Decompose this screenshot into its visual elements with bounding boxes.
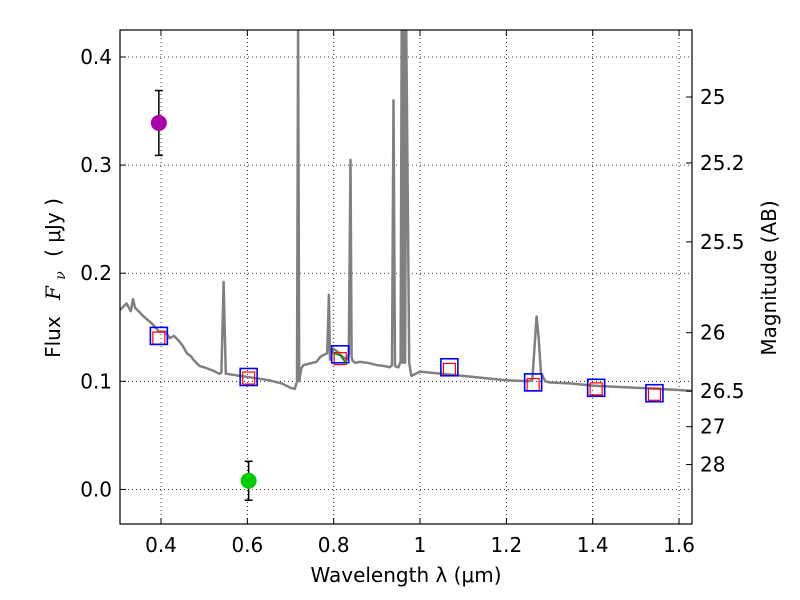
- y-tick-label: 0.1: [80, 369, 112, 393]
- y-axis-label-symbol: F: [41, 285, 65, 301]
- y-tick-label: 0.2: [80, 261, 112, 285]
- axis-ticks: 0.4 0.6 0.8 1 1.2 1.4 1.6 0.0 0.1 0.2 0.3 0.4 25 25.2…: [80, 30, 745, 557]
- x-tick-label: 0.8: [318, 533, 350, 557]
- model-photometry-marker: [647, 387, 662, 401]
- x-tick-label: 1.2: [490, 533, 522, 557]
- plot-frame: [119, 29, 693, 525]
- observed-photometry-marker: [645, 383, 664, 403]
- x-tick-label: 0.6: [231, 533, 263, 557]
- y2-tick-label: 27: [700, 415, 725, 439]
- y2-tick-label: 25: [700, 85, 725, 109]
- y2-tick-label: 25.2: [700, 151, 745, 175]
- y-axis-label: Flux F ν ( μJy ): [41, 198, 70, 358]
- y-axis-label-subscript: ν: [53, 271, 69, 280]
- y-tick-label: 0.3: [80, 153, 112, 177]
- y2-tick-label: 26.5: [700, 379, 745, 403]
- x-tick-label: 0.4: [145, 533, 177, 557]
- x-tick-label: 1.4: [577, 533, 609, 557]
- x-tick-label: 1.6: [663, 533, 695, 557]
- observed-photometry-marker: [239, 367, 258, 387]
- flux-point: [240, 472, 257, 489]
- observed-photometry-marker: [523, 373, 543, 392]
- spectrum-line: [120, 30, 692, 393]
- y-axis-label-text: Flux: [41, 316, 65, 358]
- model-photometry-marker: [242, 371, 256, 385]
- y2-tick-label: 28: [700, 453, 725, 477]
- plot-area: [120, 30, 692, 501]
- observed-photometry-marker: [149, 326, 169, 346]
- green-curve: [333, 352, 348, 365]
- y-axis-label-unit: ( μJy ): [41, 198, 65, 257]
- x-axis-label: Wavelength λ (μm): [310, 563, 501, 587]
- flux-point: [150, 114, 167, 131]
- y2-tick-label: 26: [700, 321, 725, 345]
- y2-axis-label: Magnitude (AB): [757, 200, 781, 355]
- y-tick-label: 0.4: [80, 45, 112, 69]
- y2-tick-label: 25.5: [700, 230, 745, 254]
- observed-photometry-marker: [440, 357, 459, 377]
- grid: [120, 30, 692, 524]
- model-photometry-marker: [589, 382, 603, 396]
- observed-photometry-marker: [330, 344, 350, 364]
- x-tick-label: 1: [414, 533, 427, 557]
- model-photometry-marker: [333, 352, 347, 366]
- svg-text:Flux F ν ( μ: Flux F ν ( μJy ): [41, 198, 70, 358]
- observed-photometry-marker: [586, 378, 606, 398]
- y-tick-label: 0.0: [80, 477, 112, 501]
